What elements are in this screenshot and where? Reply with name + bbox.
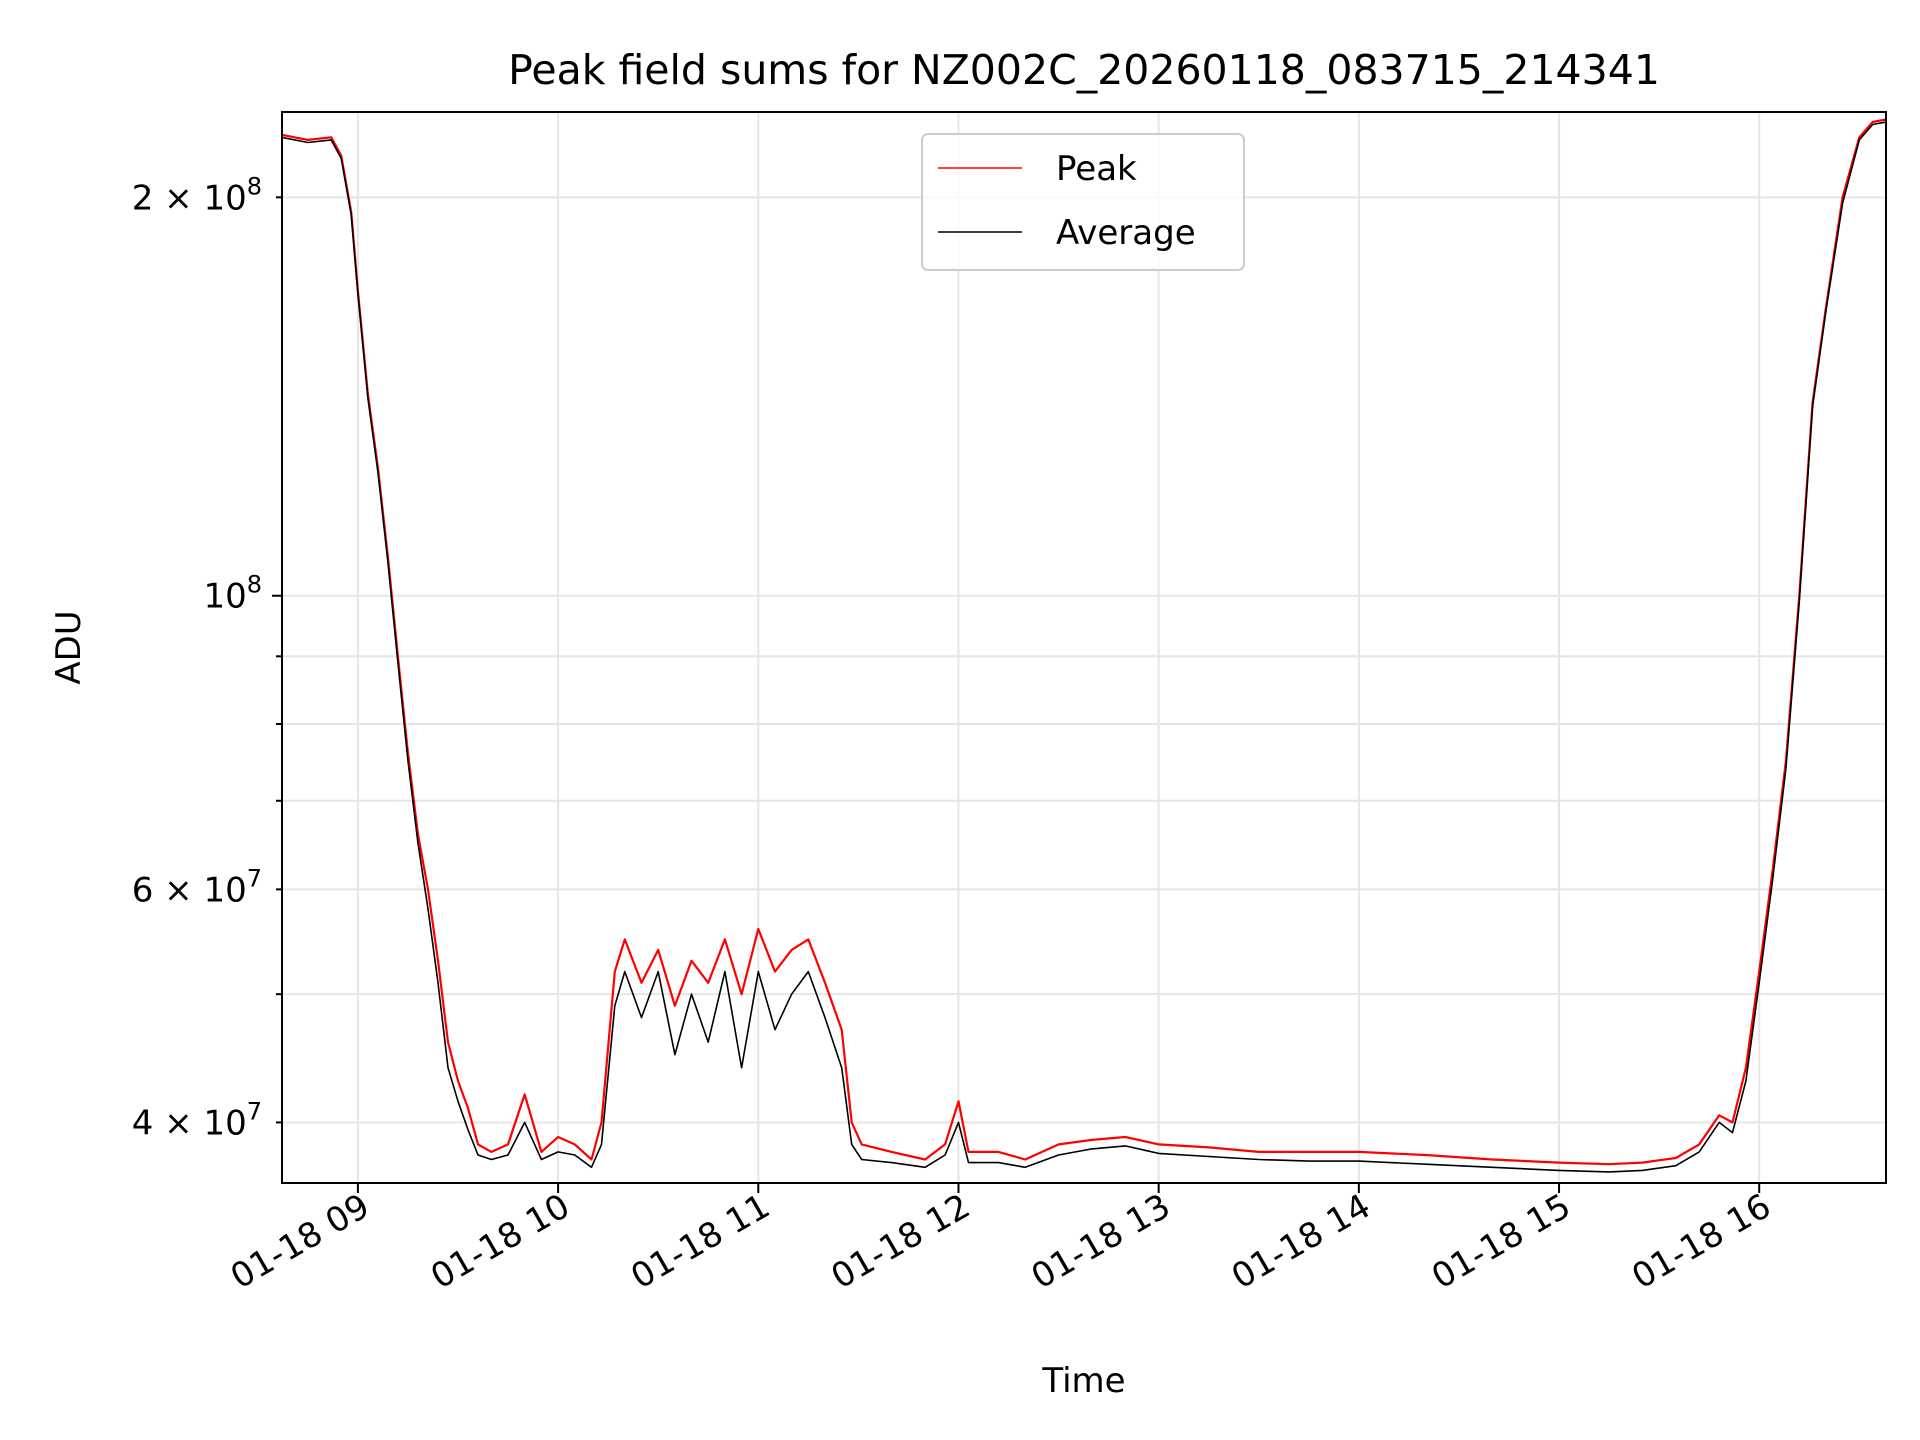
legend: Peak Average: [921, 133, 1245, 271]
plot-area: [282, 118, 1886, 1173]
x-tick-label: 01-18 12: [825, 1186, 977, 1297]
y-axis-label: ADU: [49, 610, 89, 684]
series-line-average: [282, 121, 1886, 1173]
x-tick-label: 01-18 13: [1025, 1186, 1177, 1297]
legend-label-average: Average: [1056, 213, 1196, 253]
x-tick-label: 01-18 15: [1425, 1186, 1577, 1297]
ticks: 01-18 09 01-18 10 01-18 11 01-18 12 01-18 13…: [132, 172, 1778, 1297]
chart-title: Peak field sums for NZ002C_20260118_0837…: [508, 46, 1660, 94]
x-tick-label: 01-18 16: [1625, 1186, 1777, 1297]
y-tick-label: 6 × 107: [132, 864, 262, 910]
series-line-peak: [282, 118, 1886, 1166]
x-tick-label: 01-18 09: [224, 1186, 376, 1297]
y-tick-label: 2 × 108: [132, 172, 262, 218]
x-tick-label: 01-18 14: [1225, 1186, 1377, 1297]
axes-frame: [281, 111, 1887, 1184]
x-tick-label: 01-18 11: [624, 1186, 776, 1297]
y-tick-label: 4 × 107: [132, 1097, 262, 1143]
legend-label-peak: Peak: [1056, 149, 1137, 189]
x-tick-label: 01-18 10: [424, 1186, 576, 1297]
y-tick-label: 108: [203, 571, 262, 617]
x-axis-label: Time: [1041, 1361, 1125, 1401]
grid: [282, 112, 1886, 1183]
